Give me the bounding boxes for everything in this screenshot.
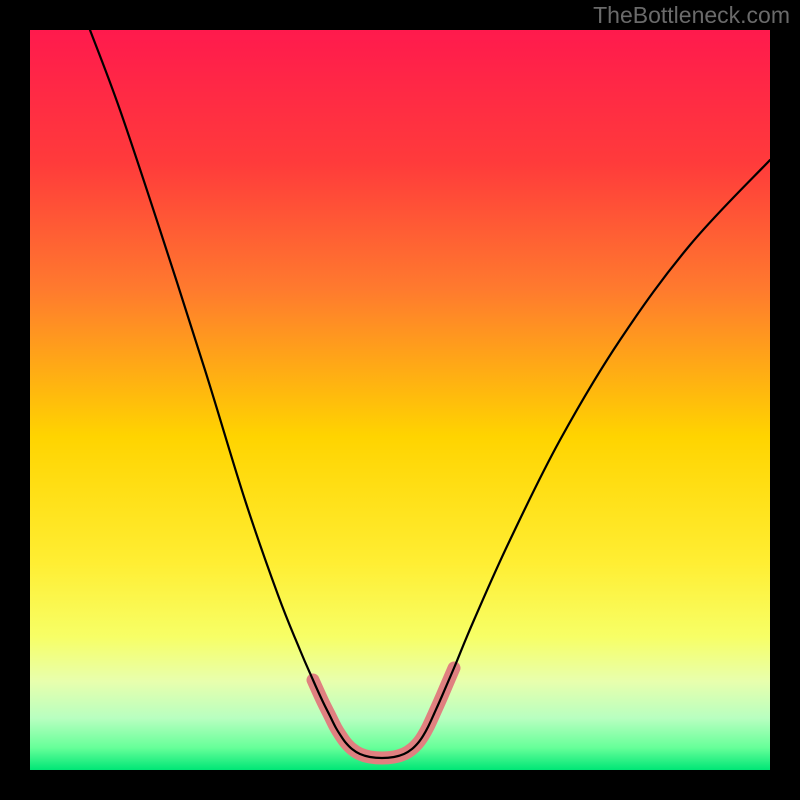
frame-bottom [0, 770, 800, 800]
plot-area [30, 30, 770, 770]
watermark-text: TheBottleneck.com [593, 2, 790, 29]
highlight-segment [313, 668, 454, 758]
bottleneck-curve [90, 30, 770, 758]
frame-left [0, 0, 30, 800]
chart-canvas: TheBottleneck.com [0, 0, 800, 800]
frame-right [770, 0, 800, 800]
curves-svg [30, 30, 770, 770]
